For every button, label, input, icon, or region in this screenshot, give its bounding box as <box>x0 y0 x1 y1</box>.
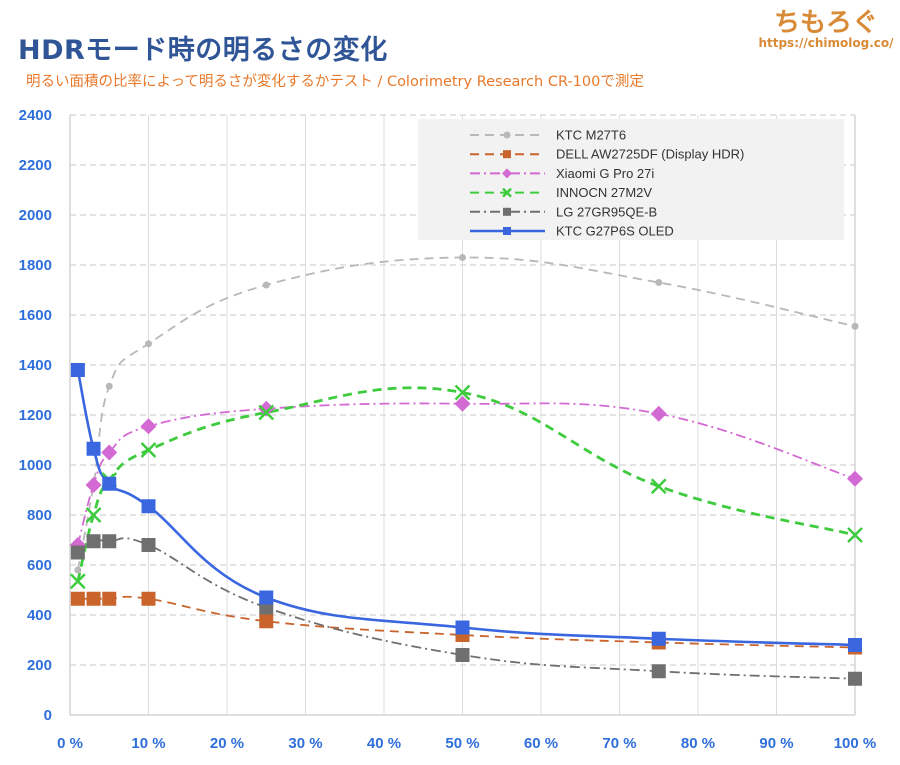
data-point-series-3 <box>258 404 275 421</box>
x-tick-label: 30 % <box>288 735 322 752</box>
data-point-series-4 <box>102 534 117 549</box>
y-tick-label: 400 <box>27 607 52 624</box>
data-point-series-2 <box>140 418 157 435</box>
series-lines <box>76 256 856 680</box>
chart-title: HDRモード時の明るさの変化 <box>18 35 388 66</box>
data-point-series-3 <box>454 384 471 401</box>
legend-label-3: INNOCN 27M2V <box>556 185 652 200</box>
legend-label-5: KTC G27P6S OLED <box>556 224 674 239</box>
x-tick-label: 0 % <box>57 735 83 752</box>
data-point-series-0 <box>851 322 859 330</box>
y-tick-label: 1600 <box>19 307 52 324</box>
data-point-series-2 <box>85 477 102 493</box>
x-tick-label: 10 % <box>131 735 165 752</box>
x-tick-label: 20 % <box>210 735 244 752</box>
data-point-series-4 <box>651 664 666 679</box>
data-point-series-2 <box>650 405 667 422</box>
data-point-series-3 <box>650 478 667 495</box>
y-tick-label: 1000 <box>19 457 52 474</box>
data-point-series-3 <box>140 442 157 458</box>
series-markers <box>69 254 863 686</box>
x-tick-label: 50 % <box>445 735 479 752</box>
data-point-series-2 <box>101 444 118 461</box>
brand-logo: ちもろぐ <box>773 8 878 38</box>
legend-marker-1 <box>503 150 511 159</box>
legend-label-4: LG 27GR95QE-B <box>556 204 657 219</box>
data-point-series-0 <box>262 281 270 289</box>
data-point-series-0 <box>655 279 663 286</box>
x-tick-label: 100 % <box>834 735 877 752</box>
data-point-series-4 <box>141 538 156 552</box>
data-point-series-1 <box>102 591 117 606</box>
x-axis-ticks: 0 % 10 % 20 % 30 % 40 % 50 % 60 % 70 % 80 % 90 % 1… <box>57 735 876 752</box>
data-point-series-1 <box>259 614 274 629</box>
series-line-0 <box>76 256 856 571</box>
series-line-5 <box>76 369 856 647</box>
brand-url: https://chimolog.co/ <box>758 36 894 50</box>
x-tick-label: 90 % <box>759 735 793 752</box>
data-point-series-3 <box>85 507 102 523</box>
y-tick-label: 200 <box>27 657 52 674</box>
data-point-series-5 <box>102 476 117 491</box>
legend-marker-5 <box>503 227 511 235</box>
y-tick-label: 2200 <box>19 157 52 174</box>
data-point-series-1 <box>70 591 85 606</box>
data-point-series-5 <box>86 441 101 456</box>
data-point-series-3 <box>69 573 86 590</box>
data-point-series-2 <box>847 470 863 487</box>
y-tick-label: 2400 <box>19 107 52 124</box>
data-point-series-2 <box>454 395 471 412</box>
y-tick-label: 0 <box>44 707 52 724</box>
data-point-series-4 <box>455 648 470 662</box>
y-tick-label: 1800 <box>19 257 52 274</box>
data-point-series-1 <box>86 591 101 606</box>
data-point-series-5 <box>848 638 862 652</box>
data-point-series-5 <box>651 631 666 646</box>
legend-label-2: Xiaomi G Pro 27i <box>556 166 654 181</box>
data-point-series-0 <box>459 254 466 261</box>
chart-subtitle: 明るい面積の比率によって明るさが変化するかテスト / Colorimetry R… <box>26 74 644 90</box>
y-tick-label: 800 <box>27 507 52 524</box>
data-point-series-3 <box>847 527 863 543</box>
x-tick-label: 80 % <box>681 735 715 752</box>
legend-marker-4 <box>503 207 511 216</box>
x-tick-label: 60 % <box>524 735 558 752</box>
series-line-2 <box>76 402 856 546</box>
x-tick-label: 70 % <box>602 735 636 752</box>
data-point-series-0 <box>145 340 152 348</box>
y-tick-label: 1200 <box>19 407 52 424</box>
data-point-series-4 <box>70 545 85 560</box>
legend-marker-3 <box>502 187 512 198</box>
data-point-series-5 <box>70 363 85 377</box>
legend-marker-2 <box>502 168 512 179</box>
y-tick-label: 600 <box>27 557 52 574</box>
data-point-series-5 <box>259 590 274 605</box>
data-point-series-5 <box>455 620 470 635</box>
legend: KTC M27T6 DELL AW2725DF (Display HDR) Xiao… <box>418 119 844 240</box>
y-tick-label: 2000 <box>19 207 52 224</box>
data-point-series-4 <box>848 671 862 686</box>
data-point-series-5 <box>141 499 156 514</box>
y-tick-label: 1400 <box>19 357 52 374</box>
data-point-series-4 <box>86 534 101 549</box>
data-point-series-0 <box>105 382 113 390</box>
data-point-series-0 <box>74 566 82 574</box>
legend-label-1: DELL AW2725DF (Display HDR) <box>556 147 744 162</box>
legend-label-0: KTC M27T6 <box>556 128 626 143</box>
legend-background <box>418 119 844 240</box>
series-line-4 <box>77 537 856 680</box>
data-point-series-2 <box>258 400 275 417</box>
y-axis-ticks: 0 200 400 600 800 1000 1200 1400 1600 1800 2000 220… <box>19 107 52 724</box>
data-point-series-1 <box>141 591 156 606</box>
legend-marker-0 <box>503 131 511 139</box>
x-tick-label: 40 % <box>367 735 401 752</box>
